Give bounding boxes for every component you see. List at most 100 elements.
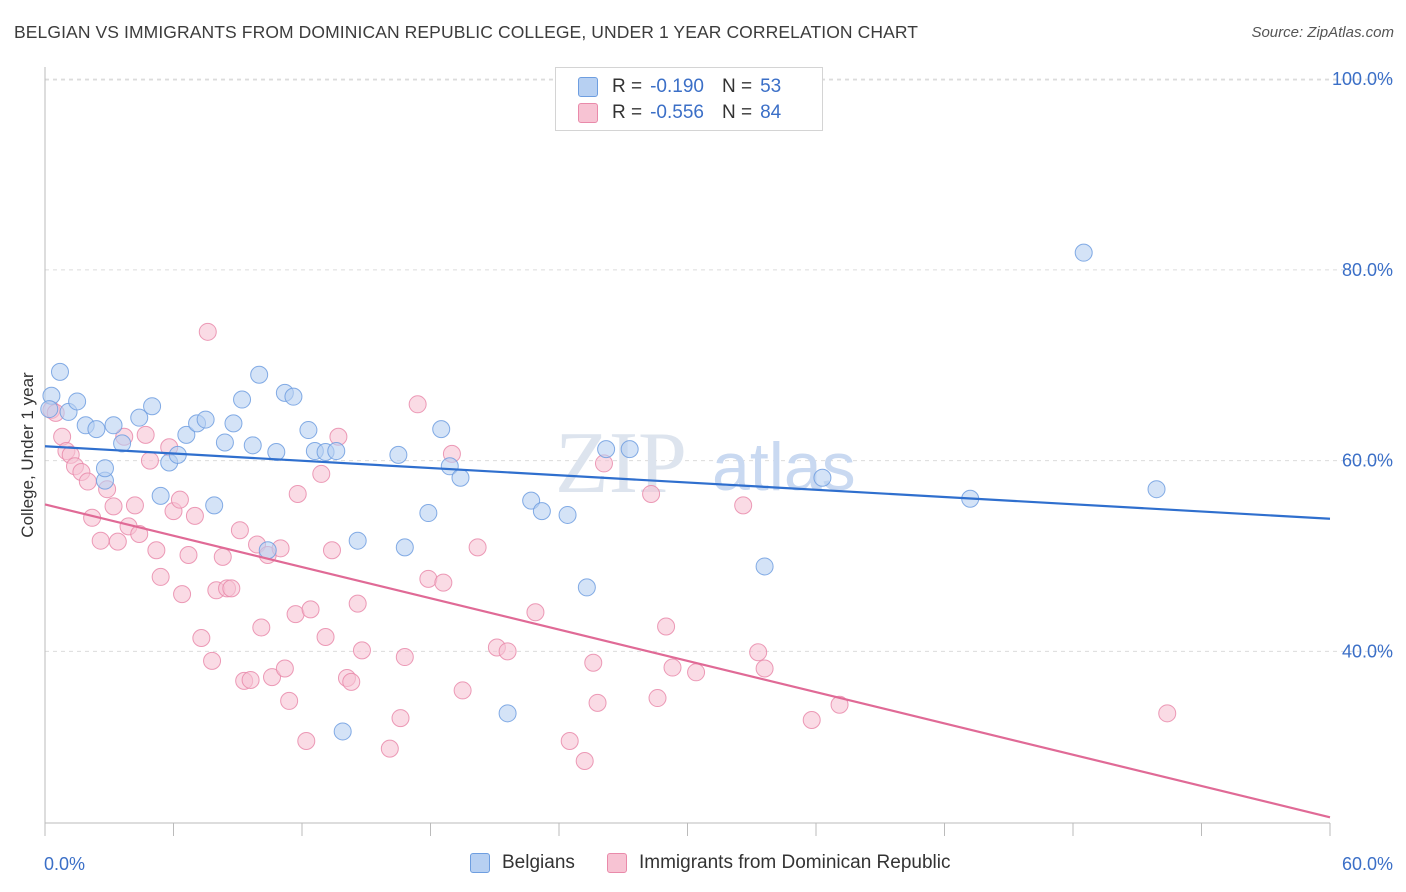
belgian-point bbox=[113, 434, 132, 453]
dominican-point bbox=[263, 668, 282, 687]
watermark-atlas: atlas bbox=[712, 429, 856, 505]
y-tick-label: 80.0% bbox=[1342, 260, 1393, 280]
dominican-point bbox=[185, 506, 204, 525]
belgian-point bbox=[177, 425, 196, 444]
y-tick-label: 40.0% bbox=[1342, 641, 1393, 661]
belgian-point bbox=[267, 442, 286, 461]
belgian-point bbox=[50, 362, 69, 381]
belgian-point bbox=[1074, 243, 1093, 262]
dominican-point bbox=[575, 752, 594, 771]
dominican-point bbox=[78, 472, 97, 491]
series-legend-dominican: Immigrants from Dominican Republic bbox=[607, 852, 951, 874]
dominican-point bbox=[136, 425, 155, 444]
dominican-point bbox=[312, 464, 331, 483]
belgian-point bbox=[755, 557, 774, 576]
watermark-zip: ZIP bbox=[555, 415, 687, 512]
belgian-point bbox=[395, 538, 414, 557]
dominican-point bbox=[408, 395, 427, 414]
legend-r-value: -0.556 bbox=[650, 102, 704, 123]
series-swatch-pink bbox=[607, 853, 627, 873]
series-name-dominican: Immigrants from Dominican Republic bbox=[639, 852, 951, 873]
dominican-point bbox=[391, 709, 410, 728]
belgian-point bbox=[389, 445, 408, 464]
belgian-point bbox=[299, 421, 318, 440]
dominican-point bbox=[584, 653, 603, 672]
dominican-point bbox=[280, 691, 299, 710]
blue-points-layer bbox=[40, 243, 1166, 741]
correlation-legend: R = -0.190 N = 53 R = -0.556 N = 84 bbox=[555, 67, 823, 131]
chart-source: Source: ZipAtlas.com bbox=[1251, 24, 1394, 41]
x-tick-label: 0.0% bbox=[44, 854, 85, 874]
dominican-point bbox=[453, 681, 472, 700]
dominican-point bbox=[108, 532, 127, 551]
watermark: ZIP atlas bbox=[555, 415, 856, 512]
legend-n-label: N = bbox=[721, 76, 753, 97]
dominican-point bbox=[419, 569, 438, 588]
dominican-point bbox=[241, 670, 260, 689]
legend-n-label: N = bbox=[721, 102, 753, 123]
dominican-point bbox=[560, 731, 579, 750]
dominican-point bbox=[1158, 704, 1177, 723]
legend-row-belgians: R = -0.190 N = 53 bbox=[578, 74, 781, 100]
series-name-belgians: Belgians bbox=[502, 852, 575, 873]
dominican-point bbox=[147, 541, 166, 560]
dominican-point bbox=[342, 672, 361, 691]
dominican-point bbox=[91, 531, 110, 550]
belgian-point bbox=[143, 397, 162, 416]
dominican-point bbox=[802, 710, 821, 729]
dominican-point bbox=[173, 585, 192, 604]
dominican-point bbox=[498, 642, 517, 661]
dominican-point bbox=[734, 496, 753, 515]
dominican-point bbox=[275, 659, 294, 678]
belgian-point bbox=[440, 457, 459, 476]
belgian-point bbox=[196, 410, 215, 429]
axes-layer bbox=[44, 67, 1331, 836]
dominican-point bbox=[230, 521, 249, 540]
legend-n-value: 53 bbox=[760, 76, 782, 97]
dominican-point bbox=[104, 497, 123, 516]
belgian-point bbox=[813, 468, 832, 487]
belgian-point bbox=[243, 436, 262, 455]
pink-points-layer bbox=[42, 322, 1177, 771]
dominican-point bbox=[434, 573, 453, 592]
legend-r-value: -0.190 bbox=[650, 76, 704, 97]
dominican-point bbox=[203, 651, 222, 670]
dominican-point bbox=[830, 695, 849, 714]
dominican-point bbox=[755, 659, 774, 678]
y-tick-label: 100.0% bbox=[1332, 69, 1393, 89]
belgian-point bbox=[451, 468, 470, 487]
belgian-point bbox=[151, 486, 170, 505]
belgian-point bbox=[224, 414, 243, 433]
dominican-point bbox=[151, 567, 170, 586]
belgian-point bbox=[87, 420, 106, 439]
dominican-point bbox=[316, 628, 335, 647]
dominican-point bbox=[642, 484, 661, 503]
dominican-point bbox=[297, 731, 316, 750]
grid-layer bbox=[45, 78, 1392, 652]
legend-swatch-blue bbox=[578, 77, 598, 97]
dominican-point bbox=[252, 618, 271, 637]
belgian-point bbox=[333, 722, 352, 741]
dominican-point bbox=[526, 603, 545, 622]
x-tick-label: 60.0% bbox=[1342, 854, 1393, 874]
dominican-point bbox=[348, 594, 367, 613]
dominican-point bbox=[301, 600, 320, 619]
legend-r-label: R = bbox=[612, 76, 643, 97]
dominican-point bbox=[198, 322, 217, 341]
belgian-point bbox=[250, 365, 269, 384]
belgian-point bbox=[348, 531, 367, 550]
dominican-point bbox=[352, 641, 371, 660]
belgian-point bbox=[432, 420, 451, 439]
dominican-point bbox=[286, 605, 305, 624]
dominican-point bbox=[130, 525, 149, 544]
belgian-point bbox=[104, 416, 123, 435]
belgian-point bbox=[130, 408, 149, 427]
belgian-point bbox=[1147, 480, 1166, 499]
dominican-point bbox=[380, 739, 399, 758]
dominican-point bbox=[222, 579, 241, 598]
dominican-point bbox=[322, 541, 341, 560]
legend-row-dominican: R = -0.556 N = 84 bbox=[578, 100, 781, 126]
belgian-point bbox=[620, 440, 639, 459]
belgian-point bbox=[577, 578, 596, 597]
dominican-point bbox=[213, 547, 232, 566]
